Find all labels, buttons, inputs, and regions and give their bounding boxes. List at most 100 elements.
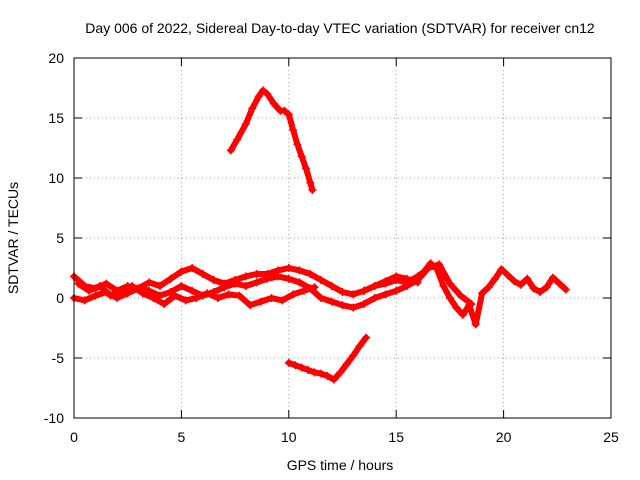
y-tick-label: 20 bbox=[48, 50, 64, 66]
data-point bbox=[549, 273, 558, 282]
data-point bbox=[91, 291, 100, 300]
data-point bbox=[254, 92, 263, 101]
x-tick-label: 25 bbox=[603, 429, 619, 445]
data-point bbox=[248, 104, 257, 113]
data-point bbox=[465, 301, 474, 310]
data-point bbox=[252, 278, 261, 287]
data-point bbox=[166, 274, 175, 283]
data-point bbox=[233, 135, 242, 144]
chart-title: Day 006 of 2022, Sidereal Day-to-day VTE… bbox=[85, 20, 595, 36]
y-tick-label: -5 bbox=[52, 350, 65, 366]
data-point bbox=[304, 366, 313, 374]
data-point bbox=[177, 282, 186, 290]
x-tick-label: 5 bbox=[178, 429, 186, 445]
data-point bbox=[370, 282, 379, 290]
data-point bbox=[392, 276, 401, 284]
x-tick-label: 0 bbox=[70, 429, 78, 445]
data-point bbox=[80, 296, 89, 305]
data-point bbox=[263, 90, 272, 98]
data-point bbox=[338, 288, 347, 296]
y-tick-label: 10 bbox=[48, 170, 64, 186]
data-point bbox=[317, 276, 326, 284]
data-point bbox=[145, 278, 154, 287]
data-point bbox=[241, 282, 250, 290]
data-point bbox=[263, 274, 272, 283]
data-point bbox=[355, 342, 364, 350]
data-point bbox=[413, 272, 422, 281]
data-point bbox=[203, 289, 212, 298]
data-point bbox=[359, 286, 368, 295]
series-arc-high bbox=[226, 86, 317, 194]
x-axis-label: GPS time / hours bbox=[287, 457, 394, 473]
data-point bbox=[510, 277, 519, 286]
plot-frame bbox=[73, 57, 612, 419]
data-point bbox=[252, 270, 261, 278]
data-point bbox=[295, 266, 304, 275]
data-point bbox=[106, 291, 115, 300]
data-point bbox=[359, 300, 368, 308]
data-point bbox=[433, 265, 442, 274]
data-point bbox=[317, 369, 326, 378]
data-point bbox=[293, 140, 302, 149]
data-point bbox=[381, 279, 390, 288]
data-point bbox=[484, 283, 493, 292]
data-point bbox=[297, 152, 306, 161]
data-point bbox=[439, 282, 448, 290]
data-point bbox=[349, 290, 358, 299]
data-point bbox=[381, 290, 390, 299]
data-point bbox=[117, 286, 126, 295]
data-point bbox=[327, 282, 336, 290]
data-point bbox=[516, 280, 525, 289]
data-point bbox=[241, 120, 250, 128]
data-point bbox=[291, 361, 300, 370]
y-axis-label: SDTVAR / TECUs bbox=[5, 182, 21, 294]
data-point bbox=[338, 301, 347, 310]
data-point bbox=[456, 291, 465, 300]
data-point bbox=[306, 178, 315, 187]
data-point bbox=[458, 310, 467, 319]
data-point bbox=[224, 290, 233, 299]
x-tick-label: 15 bbox=[388, 429, 404, 445]
data-point bbox=[127, 282, 136, 290]
data-point bbox=[209, 276, 218, 284]
data-point bbox=[497, 265, 506, 274]
data-point bbox=[284, 264, 293, 272]
data-point bbox=[426, 259, 435, 268]
data-point bbox=[220, 283, 229, 292]
y-tick-label: 0 bbox=[56, 290, 64, 306]
data-point bbox=[362, 333, 371, 342]
data-point bbox=[317, 294, 326, 302]
series-band-c bbox=[74, 279, 319, 310]
y-tick-label: 15 bbox=[48, 110, 64, 126]
data-point bbox=[74, 279, 83, 288]
data-point bbox=[85, 286, 94, 295]
data-point bbox=[445, 279, 454, 288]
series-arc-low bbox=[284, 333, 371, 384]
data-point bbox=[278, 296, 287, 305]
data-point bbox=[284, 274, 293, 283]
data-point bbox=[542, 283, 551, 292]
data-point bbox=[555, 279, 564, 288]
data-point bbox=[435, 260, 444, 269]
data-point bbox=[284, 358, 293, 367]
data-point bbox=[445, 294, 454, 302]
series-group bbox=[70, 86, 570, 384]
data-point bbox=[491, 274, 500, 283]
data-point bbox=[226, 146, 235, 155]
data-point bbox=[166, 288, 175, 296]
data-point bbox=[102, 279, 111, 288]
data-point bbox=[310, 368, 319, 377]
data-point bbox=[295, 278, 304, 287]
data-point bbox=[274, 272, 283, 281]
data-point bbox=[256, 297, 265, 306]
data-point bbox=[246, 301, 255, 310]
data-point bbox=[329, 375, 338, 384]
data-point bbox=[213, 294, 222, 302]
data-point bbox=[155, 282, 164, 290]
data-point bbox=[420, 267, 429, 276]
data-point bbox=[284, 110, 293, 119]
data-point bbox=[188, 264, 197, 272]
data-point bbox=[301, 164, 310, 173]
